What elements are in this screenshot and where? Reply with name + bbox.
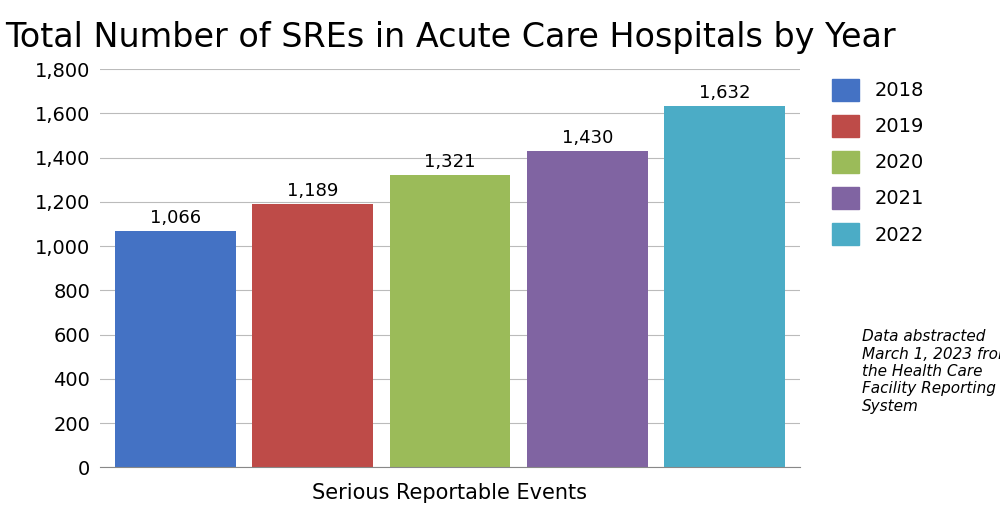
Text: 1,430: 1,430	[562, 129, 613, 147]
X-axis label: Serious Reportable Events: Serious Reportable Events	[312, 483, 588, 503]
Bar	[115, 232, 236, 467]
Legend: 2018, 2019, 2020, 2021, 2022: 2018, 2019, 2020, 2021, 2022	[824, 71, 931, 253]
Bar	[664, 106, 785, 467]
Title: Total Number of SREs in Acute Care Hospitals by Year: Total Number of SREs in Acute Care Hospi…	[5, 21, 895, 54]
Text: 1,632: 1,632	[699, 84, 750, 102]
Text: 1,321: 1,321	[424, 153, 476, 171]
Bar	[390, 175, 510, 467]
Text: Data abstracted
March 1, 2023 from
the Health Care
Facility Reporting
System: Data abstracted March 1, 2023 from the H…	[862, 329, 1000, 414]
Bar	[527, 151, 648, 467]
Text: 1,189: 1,189	[287, 182, 338, 200]
Text: 1,066: 1,066	[150, 209, 201, 227]
Bar	[252, 204, 373, 467]
